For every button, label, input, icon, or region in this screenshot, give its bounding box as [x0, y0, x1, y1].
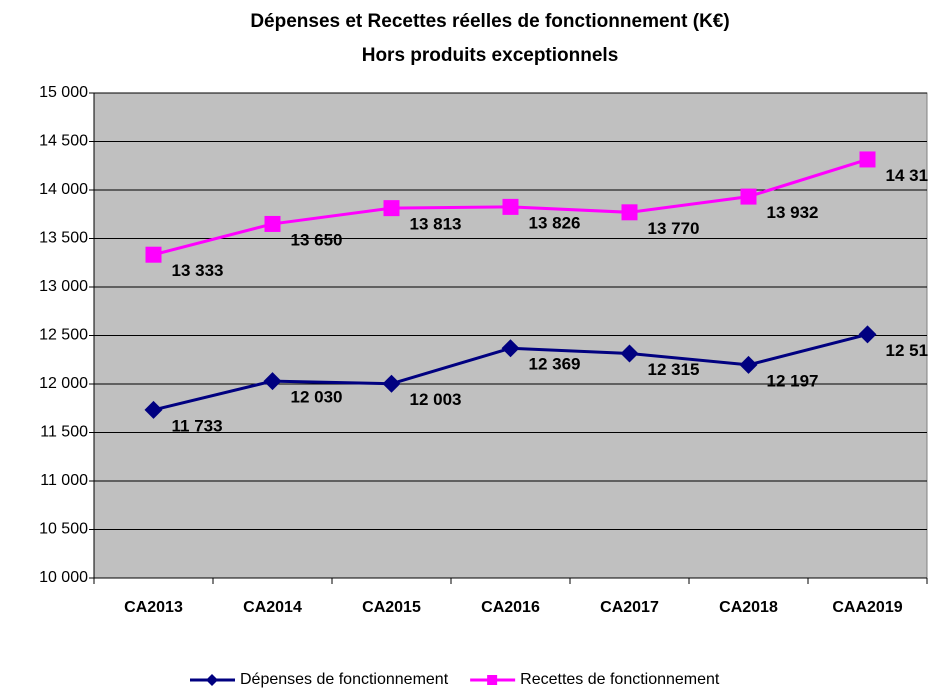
data-label: 12 369: [529, 355, 581, 374]
y-tick-label: 14 500: [39, 133, 88, 150]
point: [382, 374, 401, 393]
y-tick-label: 10 500: [39, 521, 88, 538]
point: [859, 151, 876, 168]
data-label: 13 813: [410, 215, 462, 234]
point: [740, 188, 757, 205]
legend-marker: [206, 674, 218, 686]
data-label: 12 315: [648, 360, 700, 379]
y-tick-label: 14 000: [39, 181, 88, 198]
x-tick-label: CA2017: [600, 599, 659, 616]
x-tick-label: CA2016: [481, 599, 540, 616]
x-tick-label: CA2013: [124, 599, 183, 616]
data-label: 13 650: [291, 230, 343, 249]
point: [145, 246, 162, 263]
data-label: 13 932: [767, 203, 819, 222]
point: [502, 198, 519, 215]
x-tick-label: CA2015: [362, 599, 421, 616]
chart-title: Dépenses et Recettes réelles de fonction…: [250, 11, 729, 32]
y-tick-label: 12 000: [39, 375, 88, 392]
y-tick-label: 12 500: [39, 327, 88, 344]
point: [383, 200, 400, 217]
y-tick-label: 11 000: [40, 472, 88, 489]
data-label: 13 333: [172, 261, 224, 280]
y-tick-label: 13 500: [39, 230, 88, 247]
point: [620, 344, 639, 363]
x-tick-label: CAA2019: [832, 599, 902, 616]
point: [263, 372, 282, 391]
y-tick-label: 15 000: [39, 84, 88, 101]
point: [264, 215, 281, 232]
data-label: 13 770: [648, 219, 700, 238]
legend-marker: [487, 675, 498, 685]
data-label: 12 003: [410, 390, 462, 409]
point: [501, 339, 520, 358]
x-tick-label: CA2014: [243, 599, 302, 616]
y-tick-label: 10 000: [39, 569, 88, 586]
point: [858, 325, 877, 344]
data-label: 12 511: [886, 341, 928, 360]
data-label: 11 733: [172, 416, 223, 435]
data-label: 12 030: [291, 388, 343, 407]
data-label: 12 197: [767, 371, 819, 390]
x-tick-label: CA2018: [719, 599, 778, 616]
legend-label: Dépenses de fonctionnement: [240, 671, 449, 688]
y-tick-label: 13 000: [39, 278, 88, 295]
data-label: 14 315: [886, 166, 928, 185]
point: [144, 400, 163, 419]
legend-label: Recettes de fonctionnement: [520, 671, 720, 688]
y-tick-label: 11 500: [40, 424, 88, 441]
data-label: 13 826: [529, 213, 581, 232]
point: [621, 204, 638, 221]
chart-subtitle: Hors produits exceptionnels: [362, 45, 619, 66]
point: [739, 355, 758, 374]
